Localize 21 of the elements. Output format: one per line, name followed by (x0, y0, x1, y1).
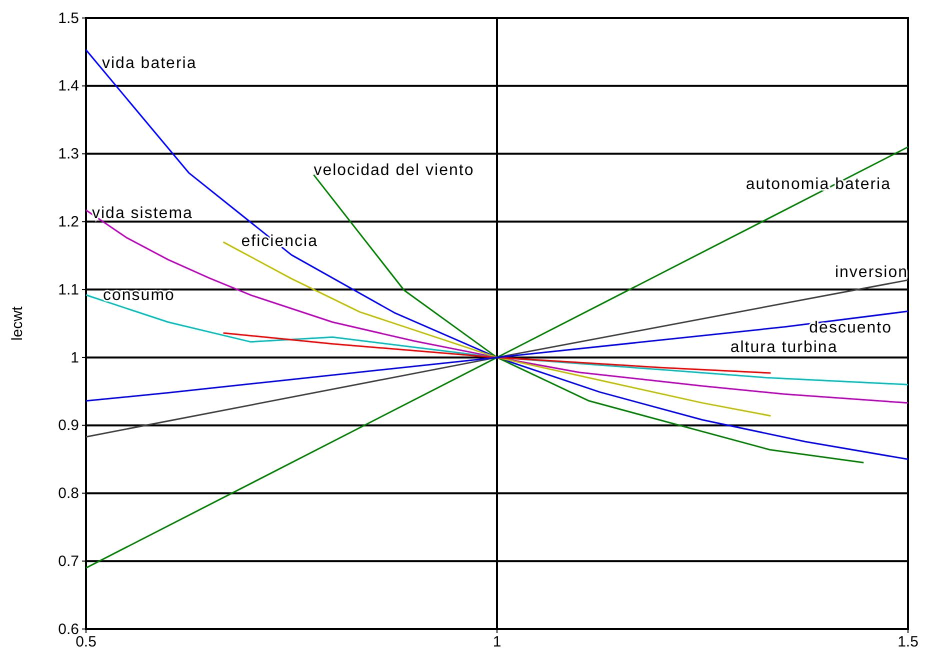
series-label: velocidad del viento (314, 162, 474, 179)
y-tick-label: 1 (70, 349, 79, 366)
y-tick-label: 1.2 (58, 213, 79, 230)
y-tick-label: 0.8 (58, 485, 79, 502)
series-label: vida bateria (102, 54, 197, 72)
series-label: descuento (809, 319, 892, 336)
y-tick-label: 1.1 (58, 281, 79, 298)
series-label: vida sistema (92, 205, 193, 222)
series-label: autonomia bateria (746, 176, 891, 193)
y-axis-title: lecwt (9, 306, 26, 341)
y-tick-label: 0.7 (58, 552, 79, 570)
series-label: consumo (103, 286, 175, 304)
x-tick-label: 1.5 (898, 634, 918, 651)
y-tick-label: 1.3 (58, 146, 79, 163)
y-tick-label: 1.5 (58, 10, 79, 27)
x-tick-label: 1 (492, 634, 502, 651)
y-tick-label: 0.9 (58, 417, 79, 434)
y-tick-label: 1.4 (58, 78, 79, 95)
series-label: inversion (834, 264, 908, 282)
x-tick-label: 0.5 (76, 634, 96, 651)
series-label: altura turbina (730, 339, 838, 356)
